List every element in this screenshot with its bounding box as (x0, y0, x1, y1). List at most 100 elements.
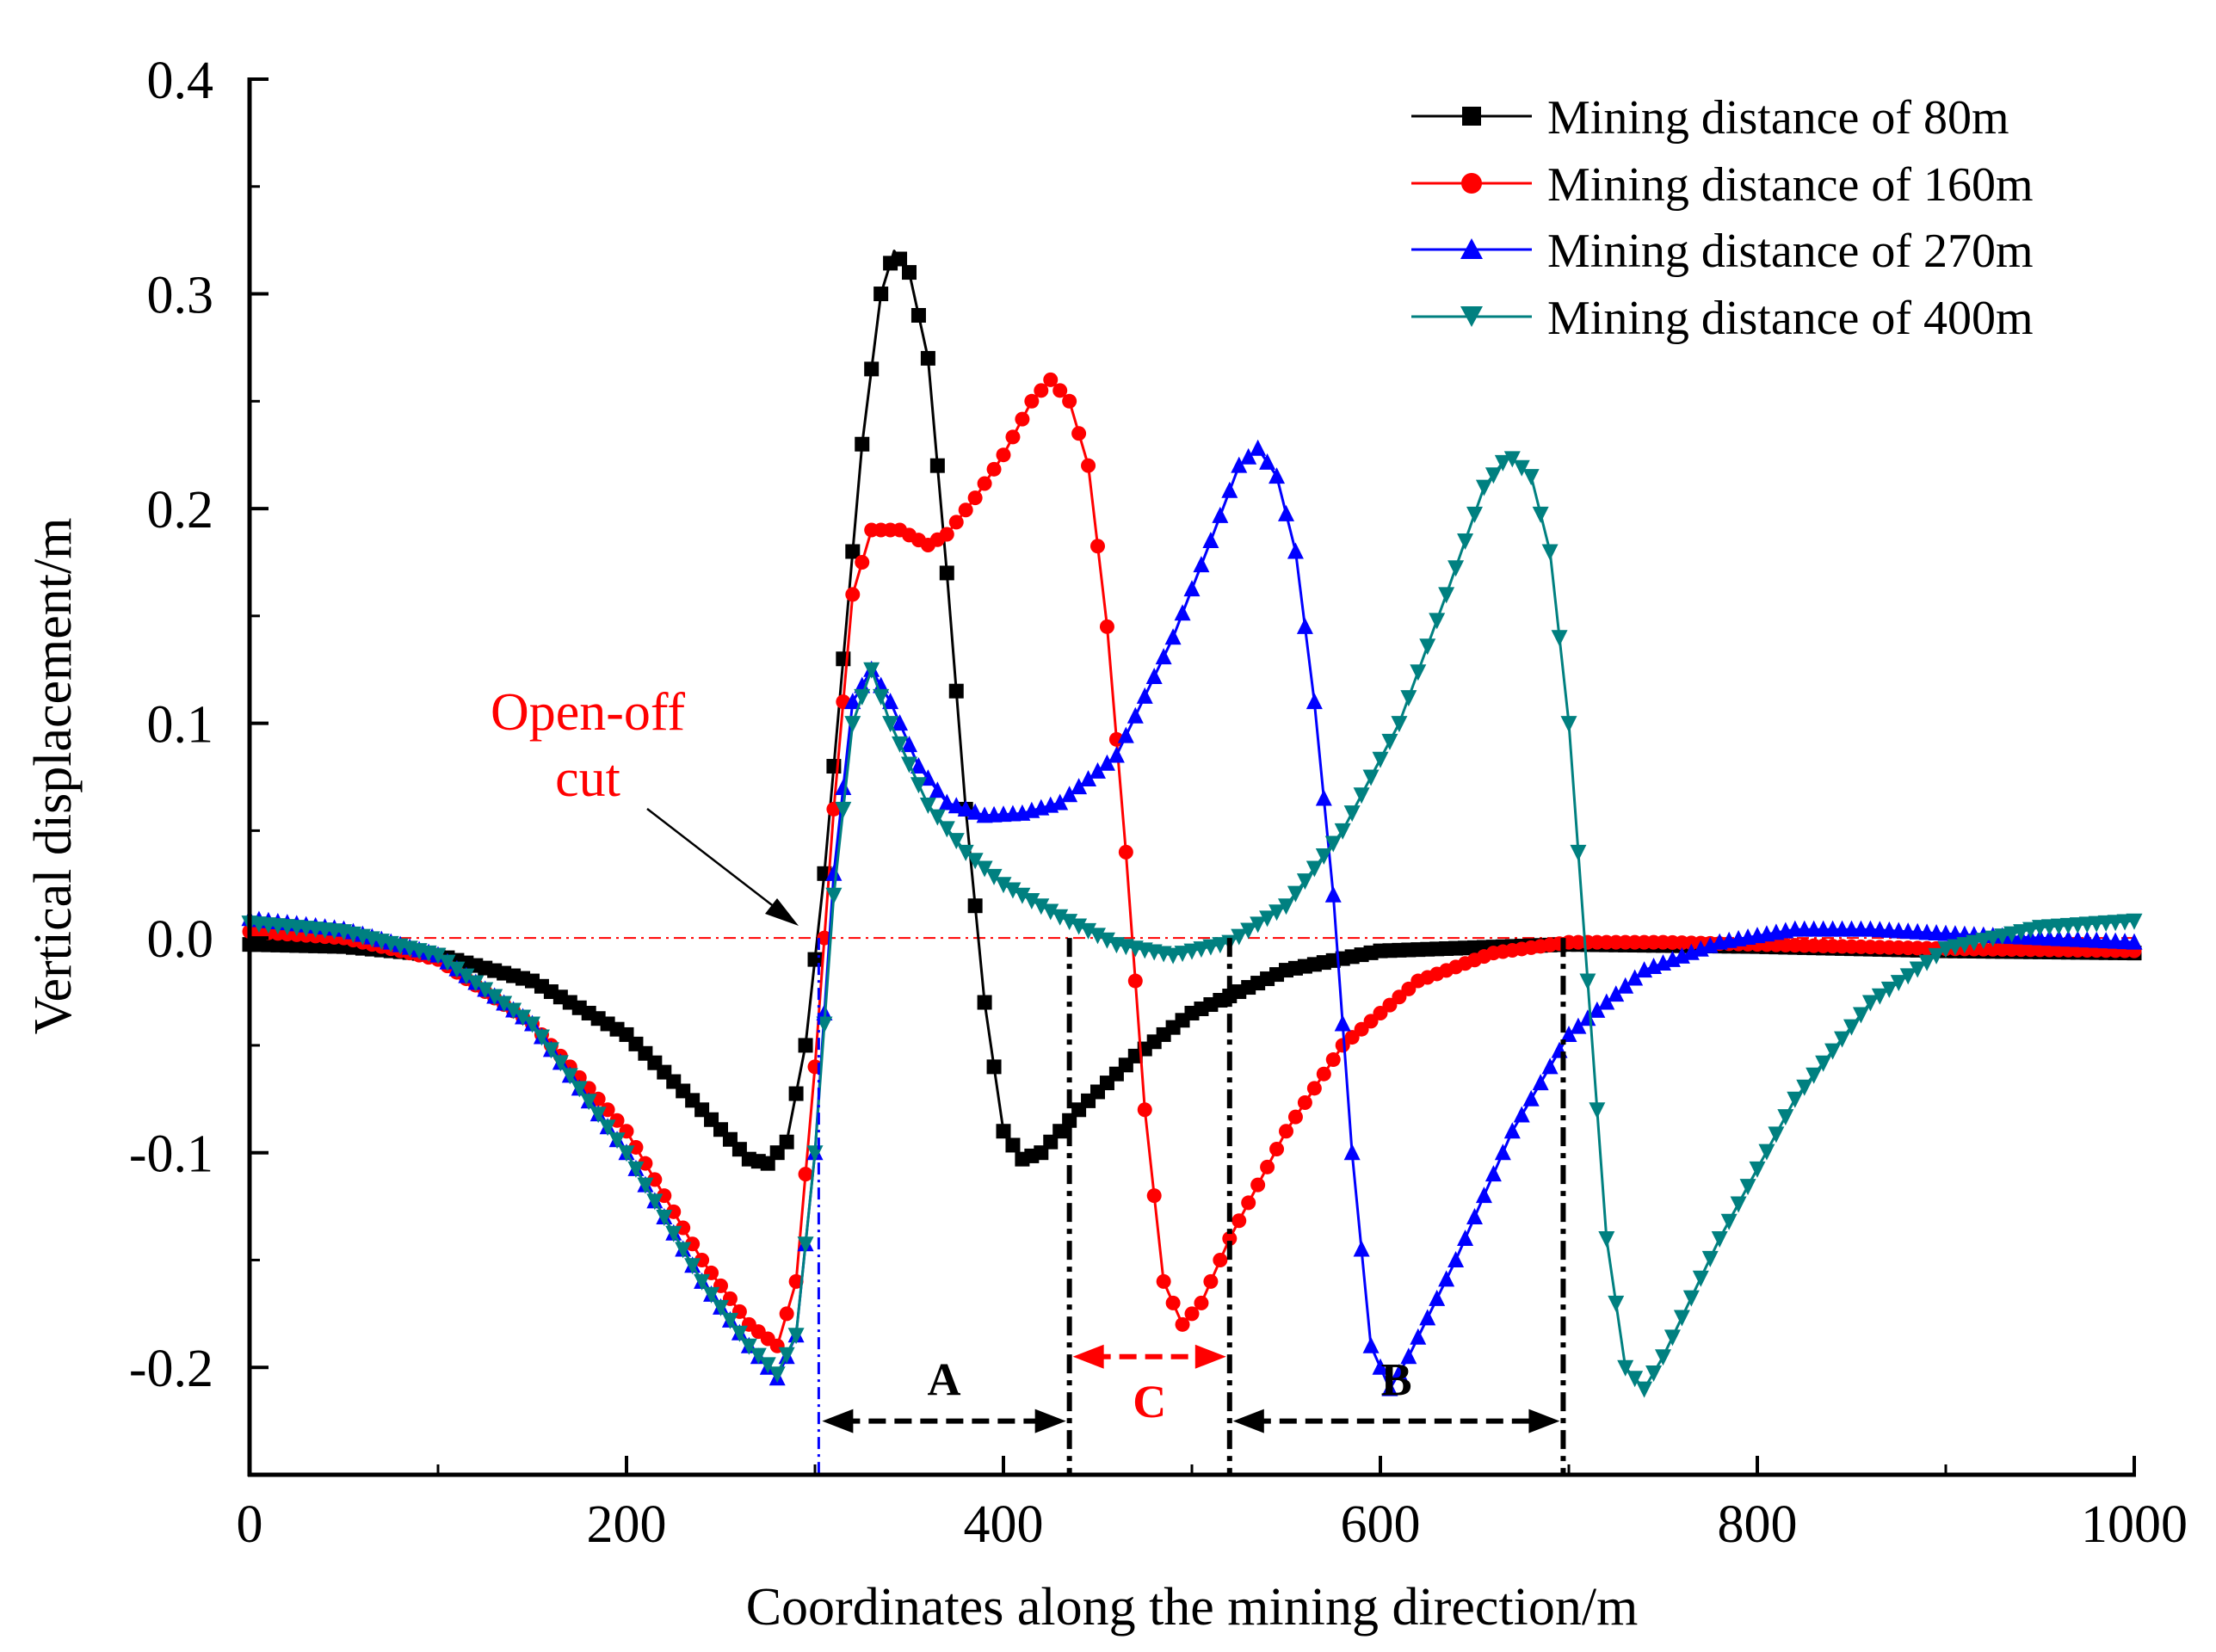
series-marker (948, 833, 965, 850)
series-marker (1259, 910, 1276, 928)
series-marker (1852, 1007, 1869, 1024)
series-marker (1447, 560, 1465, 577)
series-marker (996, 447, 1011, 463)
series-1 (242, 372, 2142, 1353)
series-marker (1202, 939, 1219, 956)
series-marker (1240, 447, 1257, 465)
series-marker (1466, 1208, 1483, 1225)
series-marker (1212, 937, 1229, 954)
series-marker (1994, 928, 2011, 946)
open-off-cut-label-line-1: Open-off (491, 683, 685, 742)
series-marker (977, 476, 992, 491)
series-marker (1937, 941, 1954, 959)
series-marker (1315, 848, 1332, 865)
series-marker (599, 1119, 616, 1137)
series-marker (1824, 1043, 1842, 1060)
series-marker (1343, 805, 1361, 823)
series-marker (967, 898, 983, 914)
series-marker (1749, 1161, 1766, 1178)
series-marker (1052, 383, 1068, 398)
series-marker (1004, 882, 1022, 899)
series-marker (515, 1009, 532, 1026)
series-layer (241, 250, 2143, 1398)
series-marker (957, 799, 974, 817)
series-marker (1174, 604, 1191, 621)
legend: Mining distance of 80m Mining distance o… (1411, 91, 2034, 345)
legend-marker-80m (1462, 107, 1481, 126)
series-marker (1324, 835, 1342, 853)
series-marker (1005, 1137, 1021, 1153)
series-marker (966, 803, 984, 820)
series-marker (685, 1236, 701, 1252)
series-marker (2003, 926, 2021, 943)
series-marker (2126, 913, 2143, 930)
series-marker (966, 853, 984, 870)
series-marker (1485, 1165, 1502, 1182)
series-marker (1617, 1359, 1634, 1377)
series-marker (1966, 934, 1983, 952)
series-marker (1136, 687, 1153, 704)
series-marker (1861, 995, 1879, 1012)
series-marker (1043, 372, 1059, 387)
series-marker (542, 1042, 559, 1059)
label-b: B (1381, 1354, 1412, 1406)
series-marker (1485, 467, 1502, 484)
span-b-arrowhead-left (1232, 1409, 1264, 1433)
series-marker (1287, 1109, 1303, 1125)
series-marker (1410, 1328, 1427, 1345)
series-marker (580, 1094, 597, 1111)
series-marker (882, 693, 899, 710)
series-marker (873, 287, 889, 302)
series-marker (1391, 1363, 1408, 1380)
series-marker (845, 544, 861, 559)
series-marker (1071, 918, 1088, 935)
series-marker (1362, 769, 1380, 786)
series-marker (675, 1242, 692, 1259)
series-marker (1438, 587, 1455, 604)
series-marker (571, 1081, 588, 1098)
series-marker (1052, 793, 1069, 811)
series-marker (1956, 937, 1973, 954)
series-marker (1701, 1250, 1719, 1267)
series-marker (1296, 873, 1313, 891)
series-marker (939, 565, 954, 581)
series-marker (1071, 426, 1087, 441)
series-marker (948, 515, 964, 530)
series-marker (1108, 746, 1125, 763)
series-marker (1796, 1079, 1813, 1096)
series-marker (1024, 393, 1040, 409)
series-marker (835, 778, 852, 795)
series-marker (902, 265, 917, 280)
series-marker (882, 716, 899, 733)
series-marker (552, 1055, 569, 1072)
series-marker (694, 1273, 711, 1291)
series-marker (779, 1134, 794, 1150)
series-marker (1212, 506, 1229, 523)
series-marker (505, 1002, 522, 1020)
open-off-cut-label-line-2: cut (555, 749, 620, 808)
series-marker (1362, 1336, 1380, 1353)
series-marker (1099, 619, 1114, 634)
series-marker (873, 688, 890, 706)
series-marker (1975, 933, 1992, 950)
annotation-layer: A C B Open-off cut (491, 683, 1566, 1475)
series-marker (985, 868, 1003, 885)
series-marker (1306, 693, 1323, 710)
series-line (249, 378, 2135, 1347)
series-marker (788, 1273, 804, 1289)
series-marker (1391, 716, 1408, 733)
series-marker (825, 887, 843, 904)
series-marker (1673, 1310, 1690, 1327)
series-marker (2126, 933, 2143, 950)
series-marker (1589, 1001, 1606, 1018)
series-marker (1655, 1349, 1671, 1366)
series-marker (1259, 453, 1276, 470)
series-marker (855, 554, 870, 570)
series-marker (1334, 823, 1351, 840)
series-marker (1052, 909, 1069, 926)
x-tick-label: 200 (587, 1495, 667, 1554)
series-marker (646, 1193, 664, 1211)
series-marker (1250, 916, 1267, 934)
series-marker (638, 1156, 653, 1171)
